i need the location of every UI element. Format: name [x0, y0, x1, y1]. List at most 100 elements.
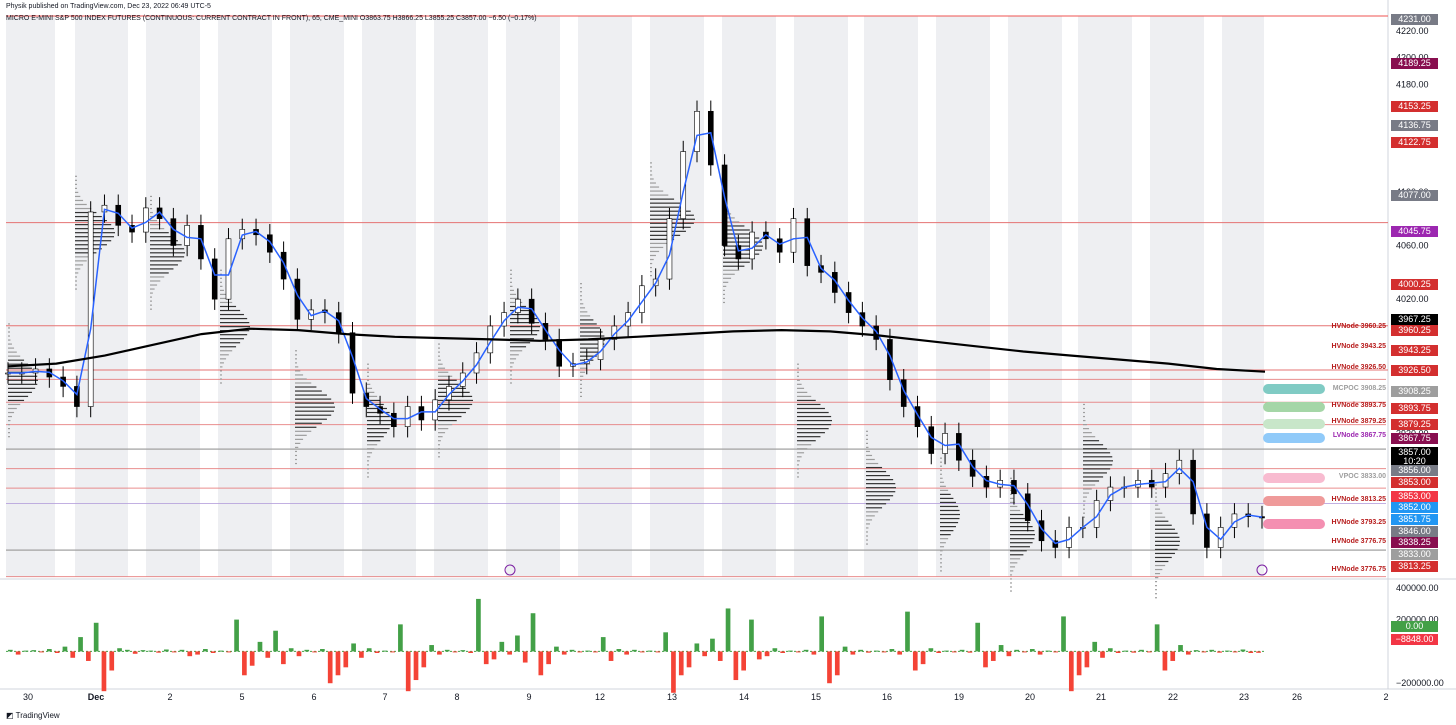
volume-delta-bar — [1217, 651, 1222, 653]
volume-profile-bar — [220, 374, 222, 376]
level-pill — [1263, 402, 1325, 412]
volume-profile-bar — [438, 444, 440, 446]
level-label: HVNode 3776.75 — [1332, 566, 1387, 573]
volume-delta-bar — [327, 651, 333, 684]
volume-profile-bar — [220, 301, 233, 304]
volume-profile-bar — [75, 284, 77, 286]
volume-profile-bar — [580, 315, 591, 317]
volume-delta-bar — [117, 648, 122, 652]
volume-delta-bar — [702, 651, 707, 657]
volume-delta-bar — [335, 651, 341, 676]
volume-profile-bar — [75, 187, 77, 189]
level-label: HVNode 3893.75 — [1332, 402, 1387, 409]
symbol-info-line: MICRO E-MINI S&P 500 INDEX FUTURES (CONT… — [6, 15, 537, 22]
volume-profile-bar — [367, 448, 375, 450]
volume-profile-bar — [220, 354, 229, 356]
volume-profile-bar — [580, 351, 600, 353]
volume-profile-bar — [438, 395, 473, 398]
volume-profile-bar — [510, 281, 512, 283]
volume-profile-bar — [438, 432, 446, 434]
volume-profile-bar — [650, 194, 669, 196]
volume-delta-bar — [858, 649, 864, 652]
volume-profile-bar — [1083, 407, 1085, 410]
candle — [515, 298, 521, 313]
level-pill — [1263, 496, 1325, 506]
volume-delta-bar — [312, 651, 317, 653]
price-tag: 4122.75 — [1391, 137, 1438, 148]
volume-delta-bar — [827, 651, 832, 684]
volume-delta-bar — [975, 622, 981, 652]
volume-profile-bar — [295, 418, 327, 420]
level-label: HVNode 3879.25 — [1332, 418, 1387, 425]
volume-profile-bar — [75, 179, 77, 181]
volume-profile-bar — [75, 272, 79, 274]
volume-profile-bar — [367, 391, 375, 393]
volume-delta-bar — [616, 649, 622, 652]
x-tick-label: 23 — [1239, 692, 1249, 702]
dividend-marker-icon[interactable] — [504, 564, 516, 576]
volume-profile-bar — [295, 386, 317, 388]
volume-profile-bar — [150, 308, 152, 310]
volume-delta-bar — [351, 643, 356, 652]
volume-delta-bar — [304, 649, 310, 652]
volume-profile-bar — [510, 358, 517, 360]
volume-profile-bar — [580, 335, 605, 337]
volume-profile-bar — [940, 526, 956, 528]
volume-profile-bar — [1155, 524, 1172, 526]
volume-profile-bar — [940, 481, 945, 483]
volume-profile-bar — [295, 362, 297, 364]
volume-delta-bar — [632, 649, 637, 652]
volume-profile-bar — [75, 211, 97, 214]
volume-profile-bar — [580, 367, 588, 369]
volume-profile-bar — [866, 535, 868, 537]
candle — [391, 412, 397, 427]
volume-profile-bar — [940, 542, 946, 544]
volume-profile-bar — [150, 248, 185, 250]
volume-profile-bar — [1155, 500, 1158, 502]
volume-delta-bar — [421, 651, 427, 668]
volume-profile-bar — [438, 351, 440, 353]
volume-profile-bar — [150, 272, 169, 274]
volume-profile-bar — [150, 244, 182, 246]
volume-profile-bar — [650, 258, 654, 261]
tradingview-logo[interactable]: ◩ TradingView — [6, 711, 60, 720]
volume-delta-bar — [1139, 649, 1144, 652]
y-tick-label: 4220.00 — [1396, 26, 1429, 36]
volume-value-tag: −8848.00 — [1391, 634, 1438, 645]
volume-profile-bar — [797, 387, 805, 389]
volume-delta-bar — [1092, 641, 1098, 652]
volume-delta-bar — [1178, 645, 1183, 652]
volume-profile-bar — [723, 233, 755, 235]
volume-profile-bar — [150, 276, 165, 278]
volume-profile-bar — [510, 342, 531, 344]
volume-profile-bar — [438, 456, 440, 458]
candle — [294, 278, 301, 320]
price-tag: 4231.00 — [1391, 14, 1438, 25]
event-marker-icon[interactable] — [1256, 564, 1268, 576]
volume-delta-bar — [234, 619, 239, 652]
volume-profile-bar — [220, 317, 248, 320]
level-label: MCPOC 3908.25 — [1333, 385, 1386, 392]
price-tag: 3960.25 — [1391, 325, 1438, 336]
volume-profile-bar — [650, 178, 654, 180]
volume-profile-bar — [1010, 505, 1018, 508]
volume-profile-bar — [866, 458, 875, 461]
session-shade — [722, 16, 776, 577]
volume-profile-bar — [75, 256, 92, 258]
candle — [611, 325, 618, 340]
volume-delta-bar — [780, 651, 786, 653]
volume-profile-bar — [295, 350, 297, 352]
volume-profile-bar — [1010, 513, 1024, 516]
volume-profile-bar — [1010, 550, 1027, 552]
volume-profile-bar — [650, 214, 694, 216]
price-tag: 3851.75 — [1391, 514, 1438, 525]
volume-delta-bar — [460, 650, 466, 652]
candle — [198, 225, 204, 260]
volume-profile-bar — [295, 358, 297, 360]
volume-delta-bar — [1115, 651, 1121, 653]
volume-profile-bar — [150, 195, 152, 198]
candle — [666, 218, 673, 280]
volume-profile-bar — [438, 383, 462, 385]
volume-profile-bar — [797, 428, 829, 430]
